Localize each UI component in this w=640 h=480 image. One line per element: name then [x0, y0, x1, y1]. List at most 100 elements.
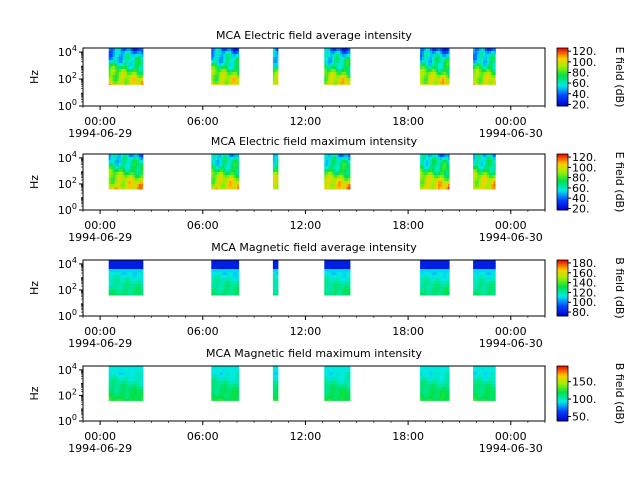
x-tick-date-label: 1994-06-30 [479, 127, 543, 140]
colorbar-tick-label: 80. [572, 172, 590, 185]
chart-title: MCA Electric field maximum intensity [211, 135, 418, 148]
y-tick-label: 102 [58, 176, 77, 191]
spectrogram-block [272, 154, 279, 190]
spectrogram-block [420, 154, 450, 190]
spectrogram-block [324, 154, 351, 190]
spectrogram-block [420, 366, 450, 401]
spectrogram-block [473, 260, 496, 296]
x-tick-date-label: 1994-06-29 [68, 442, 132, 455]
y-axis-label: Hz [28, 386, 41, 400]
colorbar-tick-label: 80. [572, 66, 590, 79]
x-tick-date-label: 1994-06-30 [479, 442, 543, 455]
x-tick-label: 00:00 [84, 325, 116, 338]
plot-frame [82, 47, 546, 107]
y-tick-label: 104 [58, 362, 77, 377]
colorbar-tick-label: 60. [572, 77, 590, 90]
colorbar-tick-label: 150. [572, 376, 597, 389]
x-tick-date-label: 1994-06-29 [68, 337, 132, 350]
y-tick-label: 104 [58, 256, 77, 271]
spectrogram-block [108, 48, 144, 85]
x-tick-date-label: 1994-06-29 [68, 231, 132, 244]
colorbar-frame [556, 365, 569, 422]
colorbar-label: B field (dB) [613, 257, 626, 318]
y-axis-label: Hz [28, 70, 41, 84]
x-tick-label: 18:00 [392, 115, 424, 128]
y-tick-label: 104 [58, 150, 77, 165]
spectrogram-block [108, 154, 144, 190]
colorbar-tick-label: 120. [572, 286, 597, 299]
x-tick-label: 00:00 [84, 115, 116, 128]
x-tick-date-label: 1994-06-30 [479, 231, 543, 244]
colorbar-tick-label: 100. [572, 56, 597, 69]
spectrogram-block [324, 366, 351, 401]
colorbar-tick-label: 100. [572, 296, 597, 309]
colorbar-tick-label: 80. [572, 306, 590, 319]
x-tick-label: 00:00 [84, 219, 116, 232]
x-tick-label: 00:00 [495, 219, 527, 232]
x-tick-label: 12:00 [290, 430, 322, 443]
x-tick-label: 06:00 [187, 219, 219, 232]
x-tick-label: 18:00 [392, 430, 424, 443]
spectrogram-block [272, 260, 279, 296]
spectrogram-block [108, 366, 144, 401]
spectrogram-block [211, 48, 240, 85]
x-tick-label: 06:00 [187, 115, 219, 128]
colorbar-tick-label: 40. [572, 88, 590, 101]
x-tick-label: 00:00 [495, 430, 527, 443]
spectrogram-block [473, 154, 496, 190]
y-tick-label: 100 [58, 202, 77, 217]
y-axis-label: Hz [28, 281, 41, 295]
colorbar-tick-label: 120. [572, 151, 597, 164]
x-tick-label: 12:00 [290, 219, 322, 232]
chart-title: MCA Magnetic field average intensity [211, 241, 417, 254]
colorbar: 20.40.60.80.100.120. E field (dB) [556, 45, 626, 111]
chart-panel: MCA Electric field maximum intensity 100 1… [28, 135, 626, 244]
colorbar-tick-label: 20. [572, 202, 590, 215]
spectrogram-block [420, 48, 450, 85]
chart-panel: MCA Magnetic field average intensity 100 1… [28, 241, 626, 350]
x-tick-label: 12:00 [290, 115, 322, 128]
x-tick-label: 00:00 [84, 430, 116, 443]
colorbar-tick-label: 120. [572, 45, 597, 58]
colorbar-tick-label: 60. [572, 182, 590, 195]
y-tick-label: 102 [58, 387, 77, 402]
colorbar: 20.40.60.80.100.120. E field (dB) [556, 151, 626, 215]
colorbar-tick-label: 180. [572, 257, 597, 270]
y-tick-label: 100 [58, 413, 77, 428]
y-axis-label: Hz [28, 175, 41, 189]
chart-panel: MCA Magnetic field maximum intensity 100 1… [28, 347, 626, 455]
colorbar-label: E field (dB) [613, 47, 626, 108]
x-tick-label: 00:00 [495, 325, 527, 338]
spectrogram-block [272, 366, 279, 401]
y-tick-label: 102 [58, 282, 77, 297]
colorbar-tick-label: 140. [572, 277, 597, 290]
colorbar: 50. 100. 150. B field (dB) [556, 363, 626, 424]
spectrogram-block [211, 260, 240, 296]
colorbar-label: E field (dB) [613, 152, 626, 213]
spectrogram-block [272, 48, 279, 85]
spectrogram-block [211, 154, 240, 190]
colorbar-tick-label: 20. [572, 98, 590, 111]
x-tick-label: 00:00 [495, 115, 527, 128]
spectrogram-block [324, 260, 351, 296]
x-tick-label: 18:00 [392, 219, 424, 232]
spectrogram-block [473, 366, 496, 401]
plot-frame [82, 259, 546, 317]
colorbar-frame [556, 259, 569, 317]
y-tick-label: 100 [58, 308, 77, 323]
spectrogram-block [108, 260, 144, 296]
chart-title: MCA Magnetic field maximum intensity [206, 347, 422, 360]
y-tick-label: 100 [58, 98, 77, 113]
colorbar: 80.100.120.140.160.180. B field (dB) [556, 257, 626, 319]
spectrogram-block [211, 366, 240, 401]
plot-frame [82, 153, 546, 211]
colorbar-tick-label: 50. [572, 410, 590, 423]
chart-title: MCA Electric field average intensity [216, 29, 412, 42]
spectrogram-block [324, 48, 351, 85]
y-tick-label: 104 [58, 44, 77, 59]
x-tick-label: 12:00 [290, 325, 322, 338]
chart-panel: MCA Electric field average intensity 100 1… [28, 29, 626, 140]
x-tick-date-label: 1994-06-30 [479, 337, 543, 350]
x-tick-label: 18:00 [392, 325, 424, 338]
